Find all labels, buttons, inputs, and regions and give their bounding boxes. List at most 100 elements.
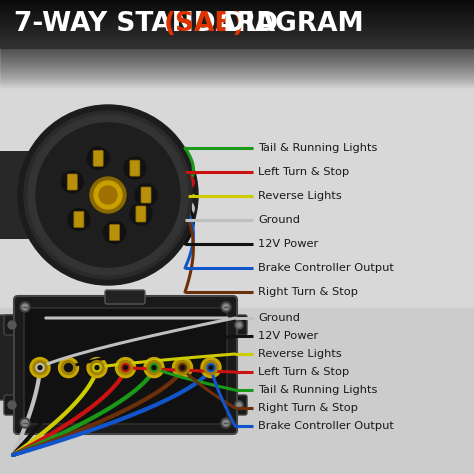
Bar bbox=[0, 58, 474, 59]
FancyBboxPatch shape bbox=[141, 187, 151, 203]
Bar bbox=[0, 29, 474, 30]
Circle shape bbox=[38, 365, 42, 370]
FancyBboxPatch shape bbox=[24, 308, 227, 424]
Text: Left Turn & Stop: Left Turn & Stop bbox=[258, 167, 349, 177]
FancyBboxPatch shape bbox=[231, 395, 247, 415]
Circle shape bbox=[20, 418, 30, 428]
Circle shape bbox=[221, 418, 231, 428]
Circle shape bbox=[150, 364, 158, 372]
Bar bbox=[0, 39, 474, 40]
Circle shape bbox=[93, 364, 101, 372]
FancyBboxPatch shape bbox=[136, 206, 146, 222]
FancyBboxPatch shape bbox=[67, 174, 77, 190]
Bar bbox=[0, 48, 474, 308]
FancyBboxPatch shape bbox=[105, 290, 145, 304]
Circle shape bbox=[179, 364, 186, 372]
Circle shape bbox=[147, 361, 161, 374]
Bar bbox=[0, 3, 474, 4]
Bar bbox=[0, 71, 474, 72]
Bar bbox=[0, 12, 474, 13]
Circle shape bbox=[8, 401, 16, 409]
Bar bbox=[0, 13, 474, 14]
Circle shape bbox=[36, 123, 180, 267]
Bar bbox=[0, 19, 474, 20]
Circle shape bbox=[36, 364, 44, 372]
Bar bbox=[0, 61, 474, 62]
Bar bbox=[0, 24, 474, 25]
FancyBboxPatch shape bbox=[4, 315, 20, 335]
Bar bbox=[0, 86, 474, 87]
Bar bbox=[0, 31, 474, 32]
Circle shape bbox=[175, 361, 190, 374]
Circle shape bbox=[221, 302, 231, 312]
Bar bbox=[0, 64, 474, 65]
Text: DIAGRAM: DIAGRAM bbox=[214, 11, 364, 37]
Bar bbox=[0, 62, 474, 63]
Bar bbox=[0, 52, 474, 53]
Circle shape bbox=[61, 171, 83, 193]
Circle shape bbox=[235, 321, 243, 329]
Bar bbox=[0, 308, 474, 474]
Bar bbox=[0, 42, 474, 43]
Bar bbox=[0, 63, 474, 64]
Bar bbox=[0, 18, 474, 19]
Bar bbox=[0, 23, 474, 24]
Text: 12V Power: 12V Power bbox=[258, 331, 318, 341]
Bar bbox=[0, 6, 474, 7]
Bar bbox=[0, 54, 474, 55]
Bar bbox=[0, 36, 474, 37]
Bar bbox=[0, 76, 474, 77]
Bar bbox=[0, 83, 474, 84]
Bar bbox=[0, 28, 474, 29]
Bar bbox=[0, 9, 474, 10]
Circle shape bbox=[99, 186, 117, 204]
Circle shape bbox=[87, 357, 107, 378]
Circle shape bbox=[173, 357, 192, 378]
Bar bbox=[0, 15, 474, 16]
Text: (SAE): (SAE) bbox=[164, 11, 246, 37]
Circle shape bbox=[68, 209, 90, 230]
Bar bbox=[0, 47, 474, 48]
Bar bbox=[0, 46, 474, 47]
Bar bbox=[0, 32, 474, 33]
Text: Left Turn & Stop: Left Turn & Stop bbox=[258, 367, 349, 377]
Bar bbox=[0, 2, 474, 3]
Text: Tail & Running Lights: Tail & Running Lights bbox=[258, 143, 377, 153]
Circle shape bbox=[235, 401, 243, 409]
Text: Ground: Ground bbox=[258, 313, 300, 323]
FancyBboxPatch shape bbox=[130, 160, 140, 176]
Bar bbox=[0, 14, 474, 15]
Bar bbox=[0, 34, 474, 35]
Bar bbox=[0, 20, 474, 21]
Circle shape bbox=[152, 365, 156, 370]
Circle shape bbox=[207, 364, 215, 372]
Bar bbox=[0, 5, 474, 6]
Bar bbox=[0, 43, 474, 44]
Circle shape bbox=[204, 361, 218, 374]
Bar bbox=[0, 48, 474, 49]
Circle shape bbox=[124, 157, 146, 179]
Circle shape bbox=[95, 365, 99, 370]
Bar bbox=[0, 44, 474, 45]
Bar bbox=[0, 45, 474, 46]
Text: Brake Controller Output: Brake Controller Output bbox=[258, 263, 394, 273]
FancyBboxPatch shape bbox=[0, 315, 27, 400]
Bar bbox=[0, 79, 474, 80]
Circle shape bbox=[66, 365, 71, 370]
Circle shape bbox=[201, 357, 221, 378]
FancyBboxPatch shape bbox=[231, 315, 247, 335]
Bar bbox=[0, 21, 474, 22]
Bar bbox=[0, 37, 474, 38]
FancyBboxPatch shape bbox=[93, 150, 103, 166]
FancyBboxPatch shape bbox=[14, 296, 237, 434]
Bar bbox=[0, 8, 474, 9]
Text: 12V Power: 12V Power bbox=[258, 239, 318, 249]
Bar bbox=[0, 85, 474, 86]
Circle shape bbox=[94, 181, 122, 209]
Circle shape bbox=[135, 184, 157, 206]
Text: Brake Controller Output: Brake Controller Output bbox=[258, 421, 394, 431]
Bar bbox=[0, 30, 474, 31]
Bar bbox=[0, 40, 474, 41]
Circle shape bbox=[87, 147, 109, 169]
Circle shape bbox=[237, 403, 241, 407]
